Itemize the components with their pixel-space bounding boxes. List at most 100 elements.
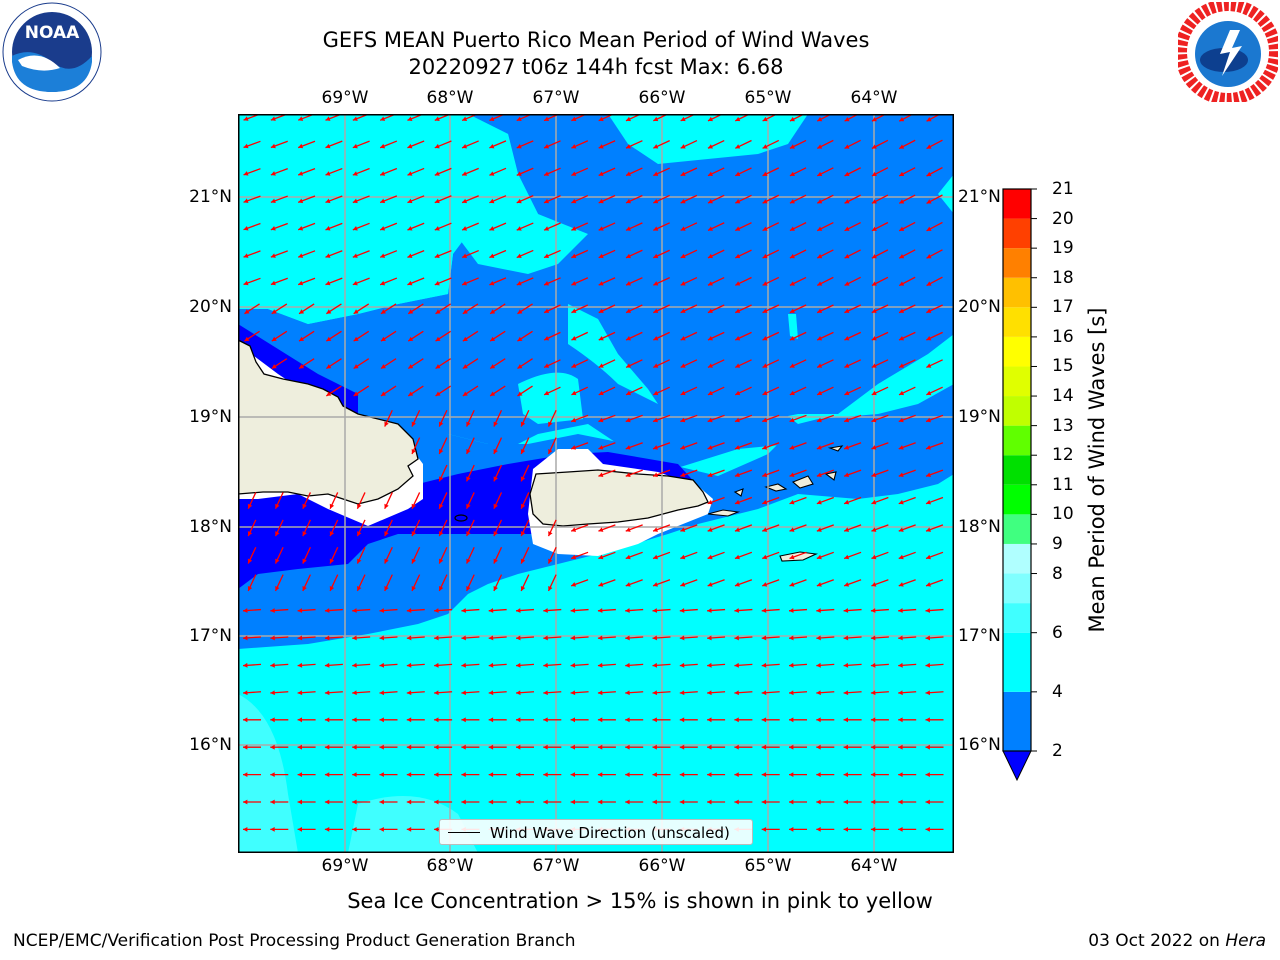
wind-wave-arrow-head (520, 585, 526, 591)
wind-wave-arrow-head (570, 662, 576, 668)
wind-wave-arrow-head (625, 445, 631, 450)
wind-wave-arrow-head (324, 799, 330, 805)
wind-wave-arrow-head (926, 445, 931, 450)
wind-wave-arrow-head (493, 503, 498, 509)
land-puerto-rico (529, 469, 709, 527)
wind-wave-arrow-head (816, 554, 822, 560)
wind-wave-arrow-head (844, 390, 850, 396)
wind-wave-arrow-head (925, 744, 930, 750)
wind-wave-arrow-head (871, 582, 877, 587)
wind-wave-arrow-head (652, 772, 657, 777)
wind-wave-arrow-head (380, 364, 386, 369)
wind-wave-arrow-head (652, 717, 657, 723)
wind-wave-arrow-head (844, 116, 850, 122)
wind-wave-arrow-head (789, 144, 795, 149)
wind-wave-arrow-head (544, 363, 550, 368)
wind-wave-arrow-head (789, 472, 795, 478)
wind-wave-arrow-head (270, 635, 275, 641)
wind-wave-arrow-head (789, 582, 795, 587)
wind-wave-arrow-head (324, 772, 330, 777)
wind-wave-arrow-head (406, 744, 412, 750)
wind-wave-arrow-head (789, 335, 795, 341)
wind-wave-arrow-head (571, 335, 577, 341)
wind-wave-arrow-head (380, 198, 386, 204)
wind-wave-arrow-head (653, 390, 659, 396)
wind-wave-arrow-head (680, 527, 686, 532)
wind-wave-arrow-head (817, 171, 823, 177)
wind-wave-arrow-head (243, 662, 248, 668)
wind-wave-arrow-head (462, 171, 468, 176)
lon-label-top: 66°W (638, 88, 686, 108)
wind-wave-arrow-head (926, 363, 932, 368)
graticule (238, 114, 954, 853)
colorbar-cell (1003, 396, 1031, 426)
wind-wave-arrow-head (598, 253, 604, 259)
colorbar-tick-label: 11 (1052, 474, 1074, 495)
wind-wave-arrow-head (816, 417, 822, 423)
wind-wave-arrow-head (626, 281, 631, 286)
wind-wave-arrow-head (926, 117, 932, 122)
island-anegada (827, 445, 844, 452)
wind-wave-arrow-head (735, 144, 741, 149)
wind-wave-arrow-head (571, 417, 577, 423)
wind-wave-arrow-head (871, 144, 877, 149)
wind-wave-arrow-head (734, 662, 739, 668)
wind-wave-arrow-head (411, 531, 417, 537)
wind-wave-arrow-head (898, 772, 903, 777)
wind-wave-arrow-head (926, 281, 932, 286)
wind-wave-arrow-head (761, 662, 767, 668)
wind-wave-arrow-head (734, 527, 740, 532)
wind-wave-arrow-head (926, 335, 932, 341)
wind-wave-arrow-head (679, 690, 685, 696)
wind-wave-arrow-head (597, 799, 603, 805)
wind-wave-arrow-head (488, 744, 494, 750)
wind-wave-arrow-head (926, 226, 932, 231)
colorbar-cell (1003, 425, 1031, 456)
wind-wave-arrow-head (925, 635, 931, 641)
wind-wave-arrow-head (302, 503, 307, 509)
wind-wave-arrow-head (270, 198, 276, 204)
wind-wave-arrow-head (816, 527, 822, 532)
sea-ice-note: Sea Ice Concentration > 15% is shown in … (347, 889, 933, 913)
wind-wave-arrow-head (925, 799, 930, 805)
island-mona (454, 514, 468, 522)
wind-wave-arrow-head (435, 336, 441, 342)
wind-wave-arrow-head (434, 198, 440, 204)
colorbar-cell (1003, 603, 1031, 633)
wind-wave-arrow-head (544, 226, 550, 231)
wind-wave-arrow-head (435, 309, 441, 314)
wind-wave-arrow-head (680, 253, 686, 259)
wind-wave-arrow-head (570, 772, 575, 777)
wind-wave-arrow-head (762, 144, 768, 149)
colorbar-tick-label: 4 (1052, 681, 1063, 702)
wind-wave-arrow-head (734, 635, 739, 641)
wind-wave-arrow-head (898, 554, 904, 560)
wind-wave-arrow-head (571, 116, 577, 122)
wind-wave-arrow-head (352, 635, 357, 641)
wind-wave-arrow-head (520, 476, 526, 482)
wind-wave-arrow-head (379, 690, 385, 696)
wind-wave-arrow-head (871, 226, 877, 231)
wind-wave-arrows (242, 114, 944, 832)
wind-wave-arrow-head (871, 554, 877, 560)
wind-wave-arrow-head (871, 335, 877, 341)
wind-wave-arrow-head (324, 717, 330, 723)
wind-wave-arrow-head (384, 503, 389, 509)
wind-wave-arrow-head (898, 608, 903, 613)
wind-wave-arrow-head (407, 280, 413, 286)
wind-wave-arrow-head (844, 554, 850, 560)
colorbar-tick-label: 10 (1052, 504, 1074, 525)
wind-wave-arrow-head (735, 281, 741, 286)
colorbar-tick-label: 15 (1052, 356, 1074, 377)
wind-wave-arrow-head (844, 199, 850, 204)
wind-wave-arrow-head (735, 335, 741, 341)
wind-wave-arrow-head (543, 690, 548, 696)
wind-wave-arrow-head (357, 503, 362, 509)
wind-wave-arrow-head (438, 558, 444, 564)
wind-wave-arrow-head (679, 662, 685, 668)
wind-wave-arrow-head (844, 281, 850, 286)
wind-wave-arrow-head (461, 690, 466, 696)
wind-wave-arrow-head (734, 690, 739, 696)
wind-wave-arrow-head (406, 799, 412, 805)
wind-wave-arrow-head (762, 390, 768, 396)
